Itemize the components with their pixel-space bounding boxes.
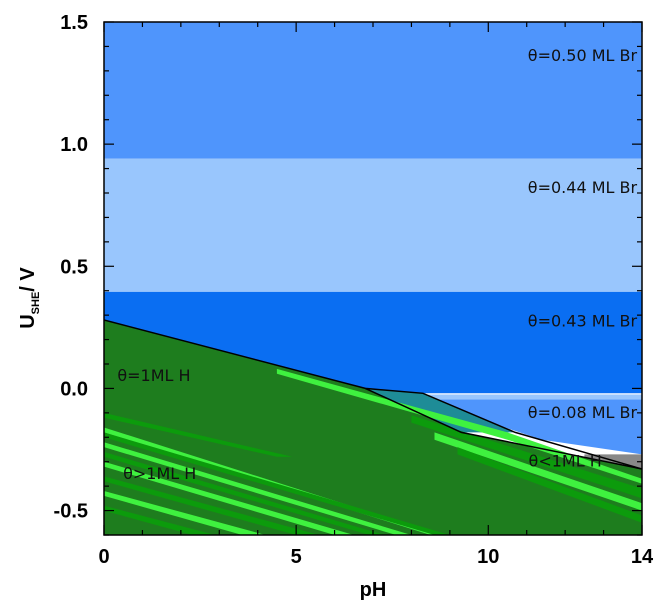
region-1 [104, 158, 642, 292]
x-tick-label: 5 [291, 546, 302, 568]
region-0 [104, 22, 642, 159]
region-label-8: θ>1ML H [123, 464, 196, 483]
regions-layer [104, 22, 642, 535]
tick-labels-layer: 0 5 10 14 1.5 1.0 0.5 0.0 -0.5 [54, 12, 654, 568]
stripe-5 [104, 461, 354, 535]
region-label-1: θ=0.44 ML Br [528, 178, 638, 197]
stripe-6 [104, 476, 320, 535]
region-labels-layer: θ=0.50 ML Br θ=0.44 ML Br θ=0.43 ML Br θ=0.… [117, 46, 637, 483]
region-label-7: θ=1ML H [117, 366, 190, 385]
stripe-2 [104, 432, 450, 535]
stripe-10 [411, 415, 642, 499]
stripe-12 [457, 447, 642, 523]
x-axis-title: pH [360, 579, 387, 601]
region-label-3: θ=0.08 ML Br [528, 403, 638, 422]
x-tick-label: 0 [98, 546, 109, 568]
stripe-9 [276, 368, 642, 484]
stripes-layer [104, 368, 642, 535]
stripe-3 [104, 442, 412, 535]
region-label-9: θ<1ML H [529, 452, 602, 471]
y-tick-label: -0.5 [54, 501, 88, 523]
boundary-line-1 [364, 387, 642, 470]
stripe-4 [104, 451, 385, 535]
y-tick-label: 1.5 [60, 12, 88, 34]
x-tick-label: 10 [477, 546, 499, 568]
y-axis-title-rest: / V [17, 267, 39, 292]
y-axis-title: USHE/ V [17, 267, 42, 329]
stripe-1 [104, 427, 443, 535]
y-tick-label: 1.0 [60, 134, 88, 156]
ticks-layer [103, 21, 643, 536]
y-tick-label: 0.0 [60, 378, 88, 400]
stripe-8 [104, 505, 216, 535]
y-axis-title-sub: SHE [30, 292, 42, 315]
y-axis-title-main: U [17, 314, 39, 328]
region-4 [419, 394, 642, 400]
x-tick-label: 14 [631, 546, 654, 568]
region-3 [419, 399, 642, 455]
stripe-7 [104, 491, 266, 535]
stripe-0 [104, 412, 293, 457]
region-label-0: θ=0.50 ML Br [528, 46, 638, 65]
boundary-line-0 [104, 319, 642, 470]
region-7 [104, 320, 642, 535]
region-label-2: θ=0.43 ML Br [528, 311, 638, 330]
svg-text:USHE/ V: USHE/ V [17, 267, 42, 329]
stripe-11 [434, 432, 642, 511]
boundaries-layer [104, 319, 642, 470]
region-6 [365, 388, 516, 433]
y-tick-label: 0.5 [60, 256, 88, 278]
